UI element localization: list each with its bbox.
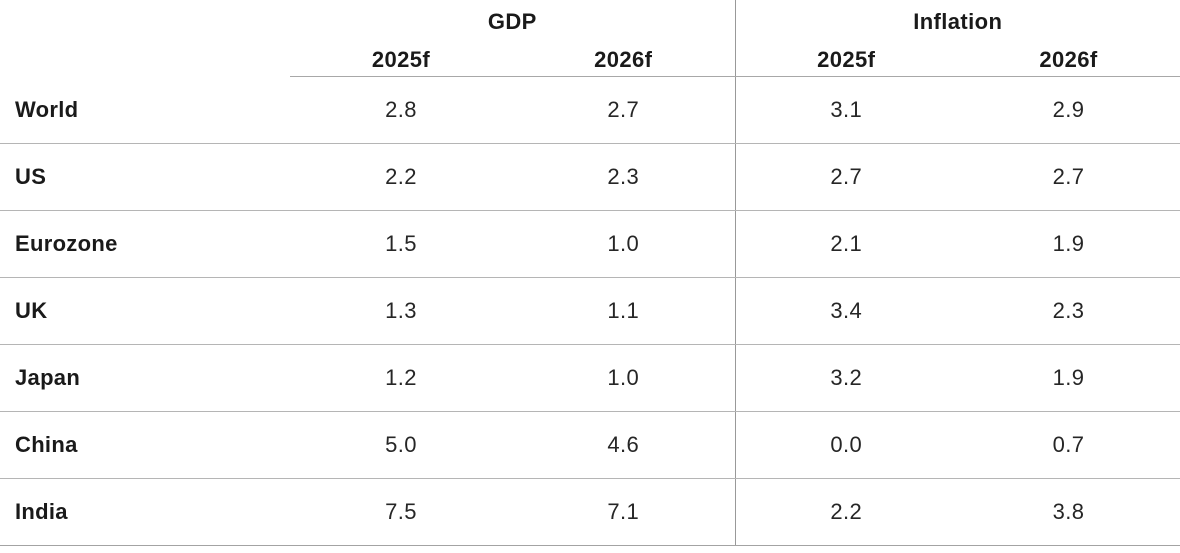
gdp-2026f-value: 1.1 xyxy=(512,277,735,345)
region-subheader-blank xyxy=(0,44,290,77)
table-row-us: US 2.2 2.3 2.7 2.7 xyxy=(0,143,1180,211)
table-row-uk: UK 1.3 1.1 3.4 2.3 xyxy=(0,277,1180,345)
gdp-2026f-value: 1.0 xyxy=(512,210,735,278)
table-row-india: India 7.5 7.1 2.2 3.8 xyxy=(0,478,1180,546)
region-label: India xyxy=(0,478,290,546)
inflation-2025f-value: 0.0 xyxy=(734,411,957,479)
region-label: UK xyxy=(0,277,290,345)
gdp-2025f-value: 2.2 xyxy=(290,143,512,211)
inflation-2026f-value: 1.9 xyxy=(957,210,1180,278)
inflation-2025f-value: 3.2 xyxy=(734,344,957,412)
gdp-2026f-value: 4.6 xyxy=(512,411,735,479)
group-header-row: GDP Inflation xyxy=(0,0,1180,44)
gdp-2026f-value: 7.1 xyxy=(512,478,735,546)
gdp-2026f-column-header: 2026f xyxy=(512,44,735,77)
gdp-2025f-column-header: 2025f xyxy=(290,44,512,77)
region-label: Japan xyxy=(0,344,290,412)
inflation-2025f-value: 3.1 xyxy=(734,76,957,144)
gdp-group-header: GDP xyxy=(487,9,537,34)
inflation-2026f-value: 2.3 xyxy=(957,277,1180,345)
region-label: Eurozone xyxy=(0,210,290,278)
gdp-2025f-value: 1.2 xyxy=(290,344,512,412)
inflation-group-header: Inflation xyxy=(734,0,1180,44)
gdp-2025f-value: 7.5 xyxy=(290,478,512,546)
gdp-2026f-value: 2.7 xyxy=(512,76,735,144)
gdp-2026f-value: 2.3 xyxy=(512,143,735,211)
inflation-2026f-column-header: 2026f xyxy=(957,44,1180,77)
inflation-2025f-column-header: 2025f xyxy=(734,44,957,77)
region-column-header-blank xyxy=(0,0,290,44)
inflation-2026f-value: 2.9 xyxy=(957,76,1180,144)
inflation-2025f-value: 2.2 xyxy=(734,478,957,546)
table-row-eurozone: Eurozone 1.5 1.0 2.1 1.9 xyxy=(0,210,1180,278)
gdp-2026f-value: 1.0 xyxy=(512,344,735,412)
gdp-2025f-value: 1.3 xyxy=(290,277,512,345)
table-row-china: China 5.0 4.6 0.0 0.7 xyxy=(0,411,1180,479)
inflation-2026f-value: 1.9 xyxy=(957,344,1180,412)
table-row-japan: Japan 1.2 1.0 3.2 1.9 xyxy=(0,344,1180,412)
subheader-row: 2025f 2026f 2025f 2026f xyxy=(0,44,1180,77)
region-label: US xyxy=(0,143,290,211)
gdp-2025f-value: 5.0 xyxy=(290,411,512,479)
table-row-world: World 2.8 2.7 3.1 2.9 xyxy=(0,76,1180,144)
gdp-2025f-value: 1.5 xyxy=(290,210,512,278)
region-label: China xyxy=(0,411,290,479)
inflation-2025f-value: 3.4 xyxy=(734,277,957,345)
inflation-2026f-value: 0.7 xyxy=(957,411,1180,479)
gdp-2025f-value: 2.8 xyxy=(290,76,512,144)
inflation-2025f-value: 2.1 xyxy=(734,210,957,278)
inflation-2026f-value: 2.7 xyxy=(957,143,1180,211)
inflation-2026f-value: 3.8 xyxy=(957,478,1180,546)
region-label: World xyxy=(0,76,290,144)
inflation-2025f-value: 2.7 xyxy=(734,143,957,211)
